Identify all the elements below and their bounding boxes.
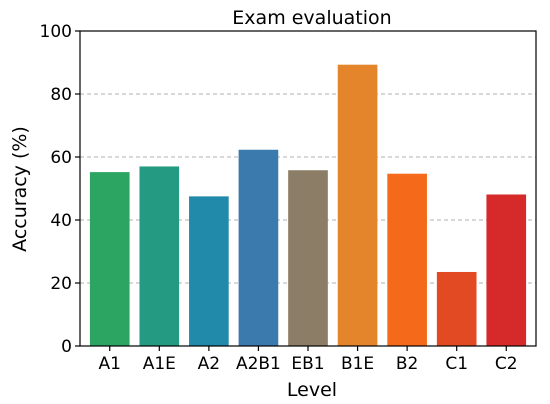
y-tick-label: 60 xyxy=(50,148,72,168)
x-tick-label: A2 xyxy=(198,354,220,374)
bar-eb1 xyxy=(288,170,328,346)
x-tick-label: B2 xyxy=(396,354,418,374)
x-tick-label: A1 xyxy=(99,354,121,374)
x-axis-label: Level xyxy=(287,379,337,401)
x-tick-label: B1E xyxy=(341,354,374,374)
y-axis-ticks: 0 20 40 60 80 100 xyxy=(40,22,80,357)
x-tick-label: A1E xyxy=(143,354,176,374)
bar-a1e xyxy=(139,166,180,346)
bars xyxy=(89,64,527,346)
bar-a2b1 xyxy=(238,149,279,346)
y-tick-label: 40 xyxy=(50,211,72,231)
bar-b1e xyxy=(337,64,378,346)
y-tick-label: 80 xyxy=(50,85,72,105)
x-tick-label: C1 xyxy=(445,354,468,374)
bar-a2 xyxy=(189,196,229,346)
bar-b2 xyxy=(387,173,427,346)
y-axis-label: Accuracy (%) xyxy=(9,126,31,252)
y-tick-label: 100 xyxy=(40,22,72,42)
x-tick-label: EB1 xyxy=(291,354,324,374)
x-tick-label: C2 xyxy=(495,354,518,374)
y-tick-label: 0 xyxy=(61,337,72,357)
y-tick-label: 20 xyxy=(50,274,72,294)
bar-a1 xyxy=(89,172,130,346)
x-tick-label: A2B1 xyxy=(236,354,281,374)
bar-c2 xyxy=(486,194,527,346)
bar-c1 xyxy=(436,271,477,346)
x-axis-ticks: A1 A1E A2 A2B1 EB1 B1E B2 C1 C2 xyxy=(99,346,518,374)
chart-title: Exam evaluation xyxy=(232,7,391,29)
